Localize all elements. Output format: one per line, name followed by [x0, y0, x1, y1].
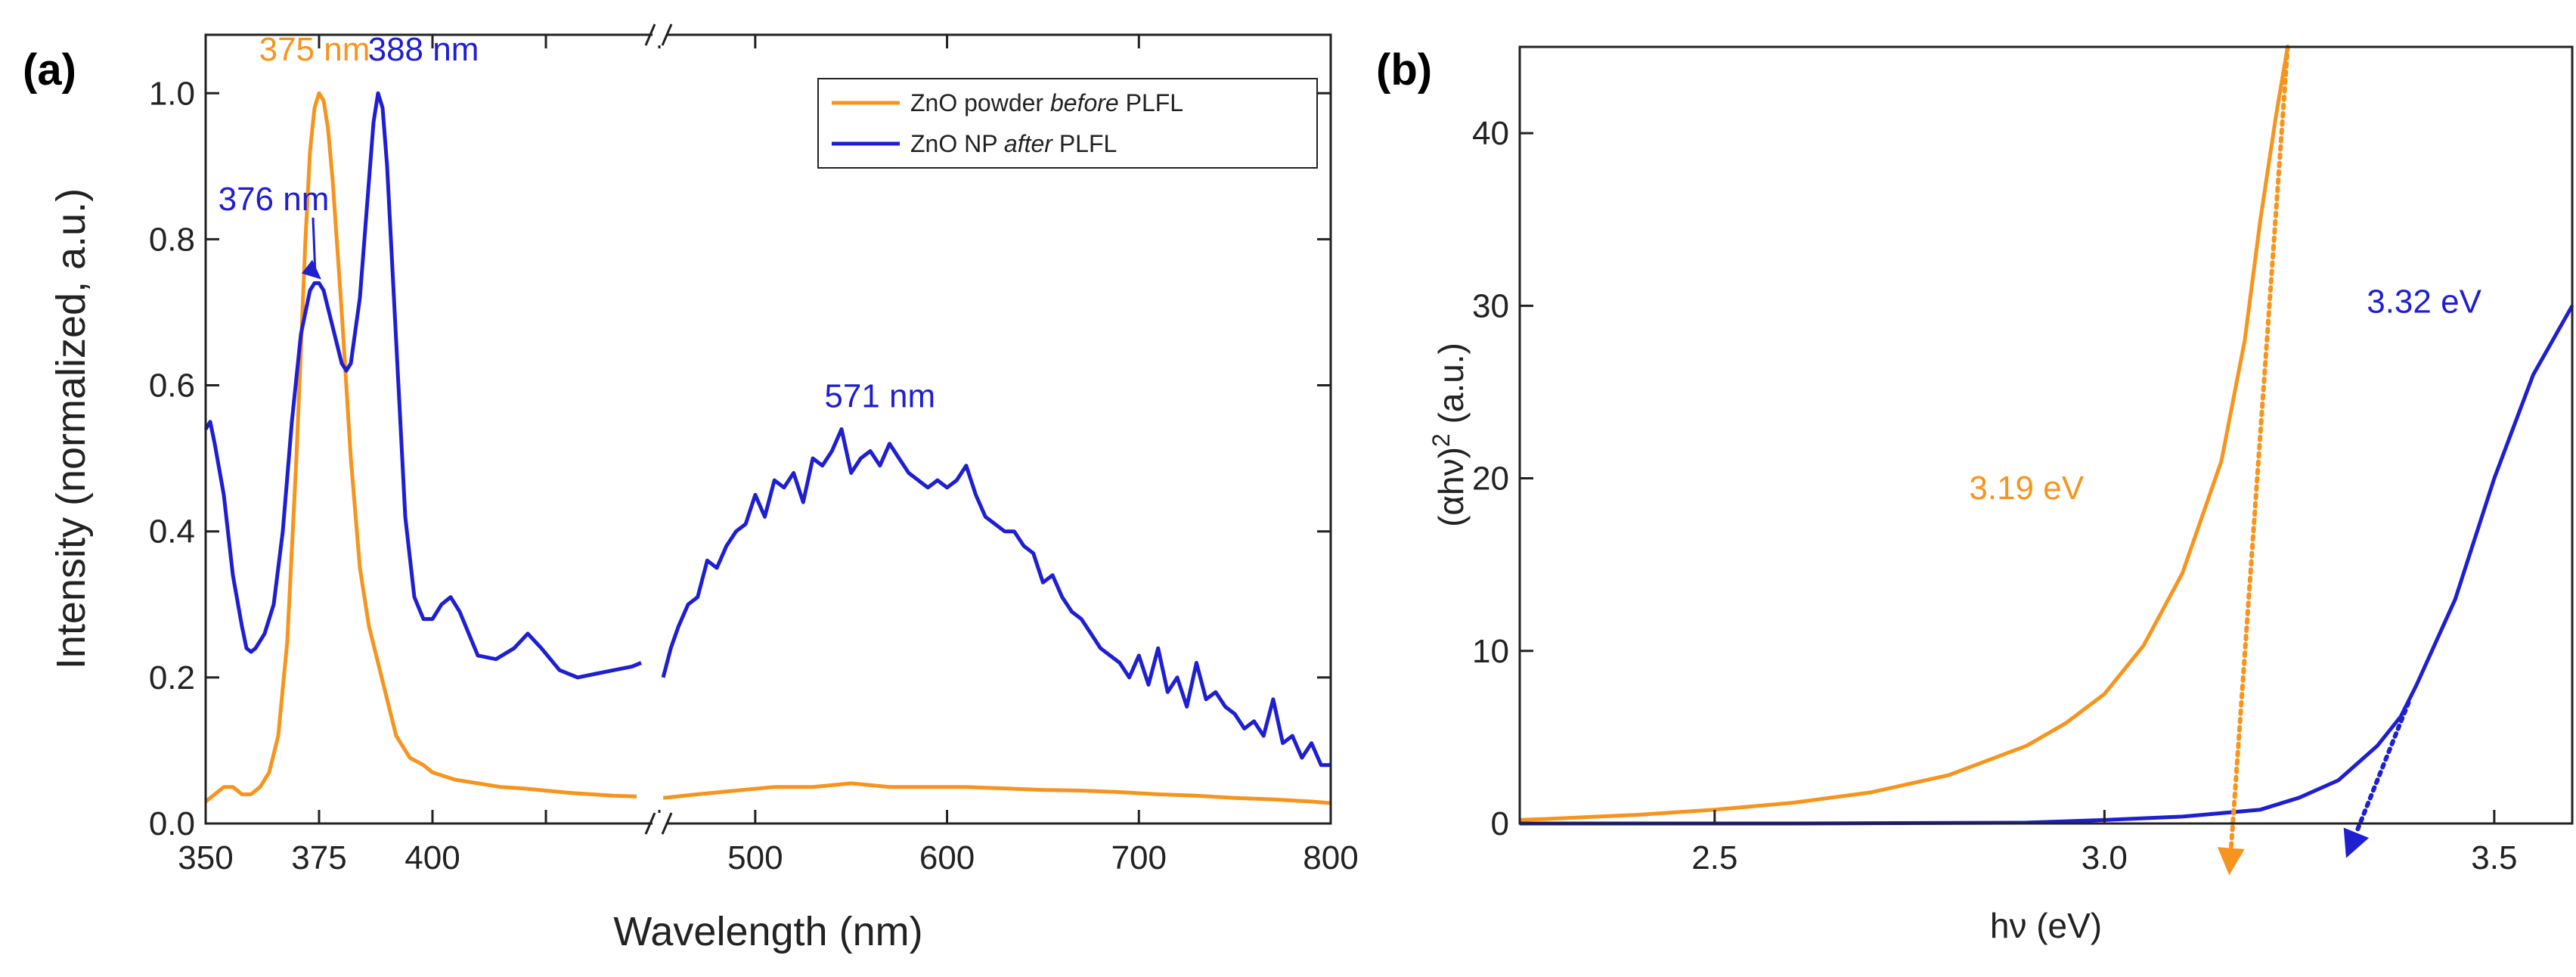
- panel-b-y-axis-title-main: (αhν): [1431, 447, 1471, 527]
- annotation-arrow: [312, 217, 317, 275]
- y-tick-label: 10: [1472, 633, 1509, 670]
- x-tick-label: 375: [291, 839, 346, 876]
- y-tick-label: 0.8: [149, 221, 195, 258]
- y-tick-label: 0: [1491, 805, 1509, 842]
- axis-break-slash: [644, 812, 656, 835]
- panel-a-chart: (a) 0.0 0.2 0.4 0.6 0.8 1.0 350 375 400 500 600 70…: [23, 23, 1359, 954]
- x-tick-label: 500: [727, 839, 783, 876]
- axis-break-slash: [644, 23, 656, 46]
- panel-a-y-ticks: 0.0 0.2 0.4 0.6 0.8 1.0: [149, 75, 1331, 842]
- legend-entry-np: ZnO NP after PLFL: [910, 130, 1117, 157]
- panel-b-x-axis-title: hν (eV): [1990, 906, 2102, 945]
- y-tick-label: 20: [1472, 461, 1509, 498]
- y-tick-label: 0.4: [149, 513, 195, 551]
- panel-a-legend: ZnO powder before PLFL ZnO NP after PLFL: [817, 78, 1318, 169]
- axis-break-slash: [661, 23, 673, 46]
- panel-b-y-axis-title-tail: (a.u.): [1431, 343, 1471, 433]
- series-blue-segment-0: [203, 91, 642, 680]
- annotation-label: 3.19 eV: [1969, 470, 2084, 507]
- y-tick-label: 0.6: [149, 368, 195, 405]
- panel-b-frame: [1518, 45, 2574, 825]
- panel-a-label: (a): [23, 45, 76, 95]
- legend-entry-powder-em: before: [1050, 89, 1119, 116]
- legend-entry-powder: ZnO powder before PLFL: [910, 89, 1183, 116]
- y-tick-label: 1.0: [149, 75, 195, 112]
- x-tick-label: 400: [405, 839, 460, 876]
- axis-break-slash: [661, 812, 673, 835]
- fit-line-orange: [2228, 45, 2290, 851]
- axis-break-gap: [653, 813, 666, 834]
- axis-break-gap: [653, 24, 666, 45]
- panel-a-x-axis-title: Wavelength (nm): [613, 909, 922, 954]
- annotation-label: 3.32 eV: [2367, 283, 2481, 320]
- panel-a-y-axis-title: Intensity (normalized, a.u.): [48, 188, 94, 669]
- fit-arrowhead-blue: [2343, 827, 2370, 858]
- legend-entry-np-em: after: [1004, 130, 1053, 157]
- x-tick-label: 3.5: [2471, 839, 2517, 876]
- legend-box: [817, 78, 1318, 169]
- x-tick-label: 2.5: [1691, 839, 1737, 876]
- panel-b-label: (b): [1376, 45, 1432, 95]
- legend-entry-np-suffix: PLFL: [1052, 130, 1117, 157]
- legend-entry-powder-suffix: PLFL: [1119, 89, 1183, 116]
- panel-b-y-ticks: 0 10 20 30 40: [1472, 115, 1533, 842]
- series-orange-segment-0: [204, 91, 637, 803]
- x-tick-label: 600: [919, 839, 975, 876]
- x-tick-label: 3.0: [2082, 839, 2128, 876]
- panel-b-y-axis-title-sup: 2: [1427, 433, 1455, 447]
- annotation-label: 375 nm: [259, 31, 370, 68]
- panel-b-annotations: 3.19 eV 3.32 eV: [1969, 283, 2481, 506]
- panel-a-x-ticks: 350 375 400 500 600 700 800: [178, 35, 1359, 876]
- series-blue: [1520, 305, 2574, 826]
- x-tick-label: 350: [178, 839, 233, 876]
- panel-b-series-group: [1519, 45, 2574, 876]
- series-orange-segment-1: [662, 781, 1331, 805]
- legend-entry-np-prefix: ZnO NP: [910, 130, 1004, 157]
- fit-line-blue: [2354, 700, 2411, 836]
- y-tick-label: 30: [1472, 287, 1509, 324]
- series-blue-segment-1: [661, 427, 1331, 768]
- panel-b-y-axis-title: (αhν)2 (a.u.): [1427, 343, 1471, 527]
- panel-a-series-group: [203, 91, 1331, 805]
- annotation-label: 571 nm: [824, 378, 935, 415]
- annotation-arrowhead: [302, 259, 321, 280]
- x-tick-label: 800: [1303, 839, 1358, 876]
- series-orange: [1519, 46, 2290, 822]
- y-tick-label: 0.2: [149, 659, 195, 696]
- fit-arrowhead-orange: [2217, 847, 2245, 876]
- panel-b-x-ticks: 2.5 3.0 3.5: [1691, 810, 2517, 876]
- panel-a-axis-break: [644, 23, 673, 835]
- panel-b-chart: (b) 0 10 20 30 40 2.5 3.0 3.5 hν (eV) (αhν)2 (…: [1376, 45, 2574, 945]
- panel-a-frame: [204, 33, 1332, 825]
- annotation-label: 388 nm: [368, 31, 479, 68]
- legend-entry-powder-prefix: ZnO powder: [910, 89, 1050, 116]
- y-tick-label: 0.0: [149, 805, 195, 842]
- annotation-label: 376 nm: [219, 181, 330, 218]
- y-tick-label: 40: [1472, 115, 1509, 152]
- x-tick-label: 700: [1111, 839, 1167, 876]
